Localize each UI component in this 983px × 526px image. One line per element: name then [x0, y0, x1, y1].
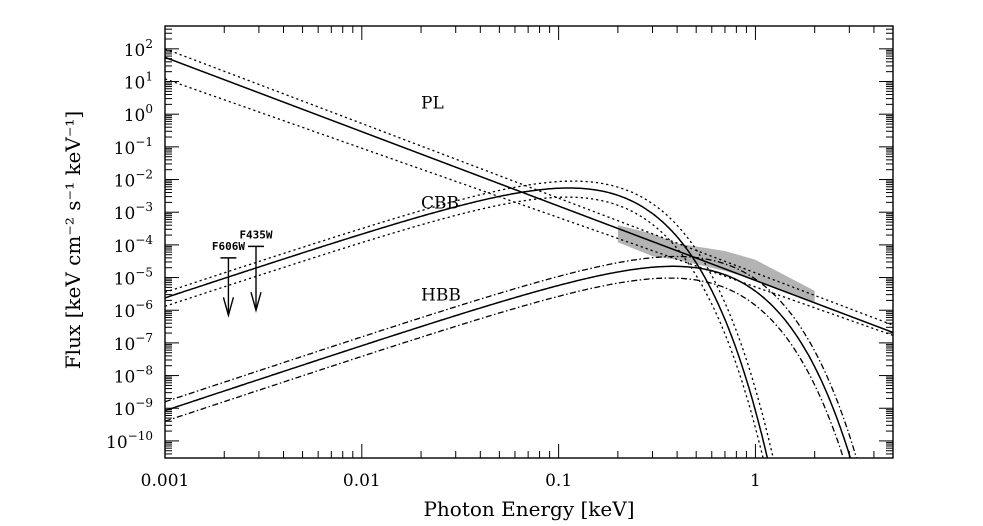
f606w-label: F606W [212, 240, 245, 253]
x-axis-title: Photon Energy [keV] [423, 497, 634, 521]
pl-dotted-curve [165, 48, 893, 326]
axes-layer [164, 25, 894, 459]
x-tick-label: 1 [750, 471, 761, 491]
hbb-dot-dash-curve [165, 277, 845, 458]
x-tick-label: 0.001 [141, 471, 190, 491]
cbb-dotted-curve [165, 180, 774, 458]
pl-label: PL [421, 93, 444, 113]
pl-solid-curve [165, 56, 893, 334]
model-curves-layer [165, 48, 893, 458]
y-tick-label: 10−5 [114, 266, 153, 290]
f435w-label: F435W [239, 228, 272, 241]
y-tick-label: 10−8 [114, 364, 153, 388]
upper-limits-layer [220, 245, 265, 318]
plot-frame [164, 25, 894, 459]
fit-uncertainty-band [617, 225, 815, 304]
y-tick-label: 10−4 [114, 233, 154, 257]
cbb-solid-curve [165, 187, 769, 458]
y-tick-label: 10−3 [114, 200, 153, 224]
y-tick-label: 10−10 [106, 429, 153, 453]
hbb-label: HBB [421, 285, 461, 305]
y-tick-label: 102 [124, 37, 153, 61]
y-tick-label: 10−9 [114, 396, 153, 420]
y-axis-title: Flux [keV cm⁻² s⁻¹ keV⁻¹] [61, 111, 85, 369]
f435w-limit-arrow-head [250, 292, 262, 313]
y-tick-label: 100 [124, 102, 153, 126]
y-tick-label: 101 [124, 70, 153, 94]
x-tick-label: 0.1 [545, 471, 572, 491]
y-tick-label: 10−1 [114, 135, 153, 159]
pl-dotted-curve [165, 78, 893, 337]
x-tick-label: 0.01 [343, 471, 381, 491]
cbb-label: CBB [421, 193, 459, 213]
f606w-limit-arrow-head [222, 297, 235, 318]
y-tick-label: 10−2 [114, 168, 153, 192]
fit-uncertainty-band-layer [617, 225, 815, 304]
hbb-dot-dash-curve [165, 255, 858, 458]
hbb-solid-curve [165, 265, 852, 458]
labels-layer: 0.001 0.01 0.1 1 102 101 100 10−1 10−2 10−3 10−4 10… [106, 37, 761, 491]
y-tick-label: 10−7 [114, 331, 153, 355]
y-tick-label: 10−6 [114, 298, 153, 322]
